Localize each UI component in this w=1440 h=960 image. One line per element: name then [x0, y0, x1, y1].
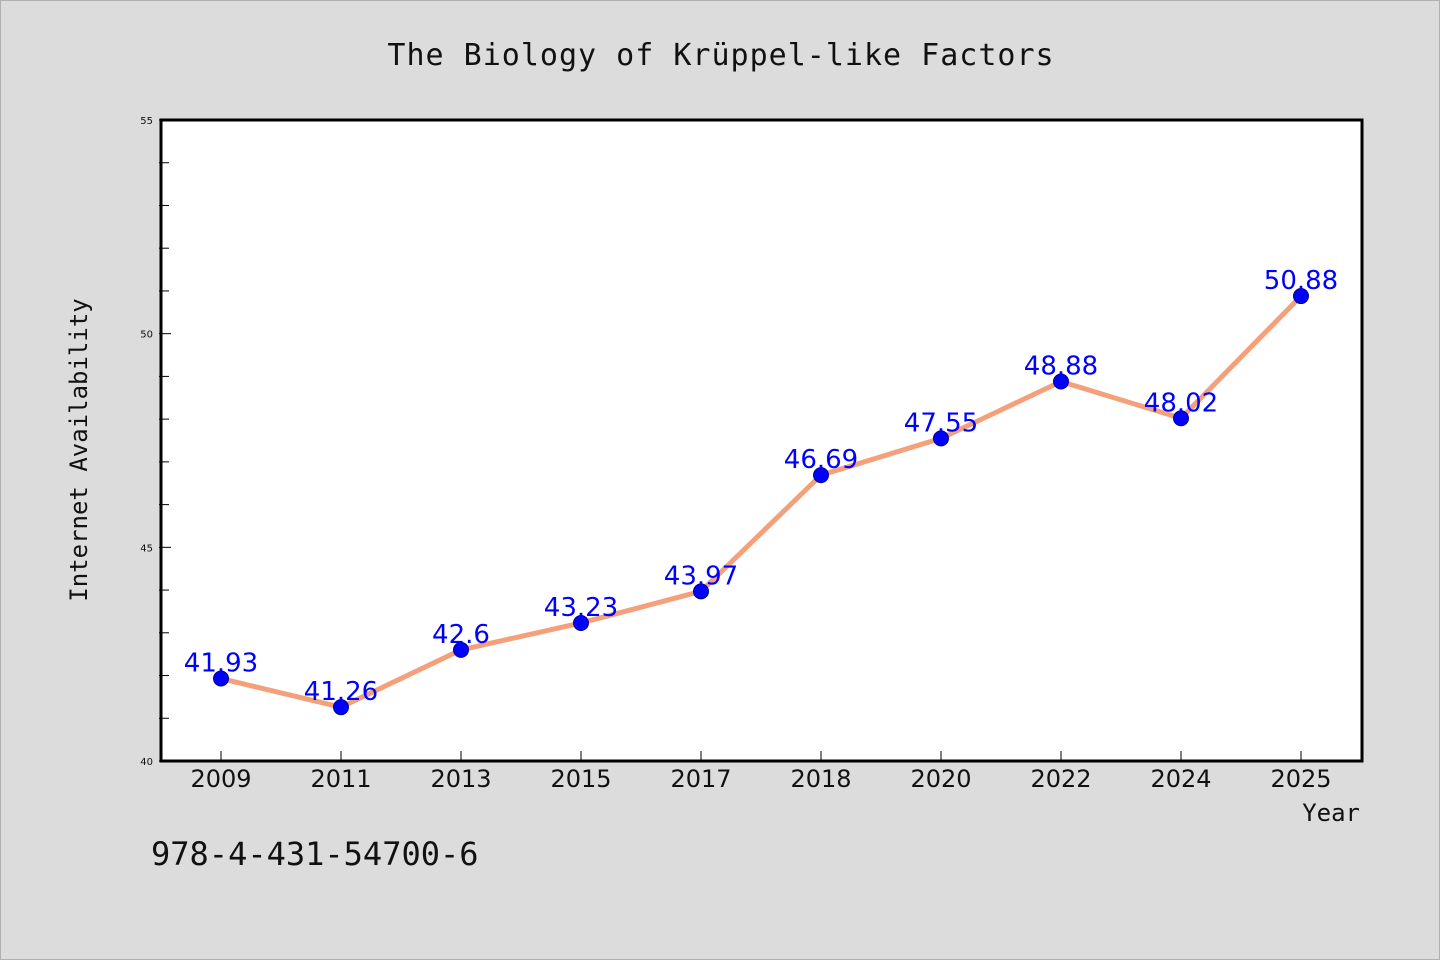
y-axis: 40 45 50 55	[140, 116, 171, 768]
x-tick-label: 2015	[550, 765, 611, 793]
x-tick-label: 2018	[790, 765, 851, 793]
data-label: 43.97	[664, 561, 738, 591]
data-label: 41.93	[184, 649, 258, 679]
data-point	[693, 583, 709, 600]
series-line	[218, 293, 1304, 710]
data-point	[1053, 373, 1069, 390]
data-label: 42.6	[432, 620, 490, 650]
data-point	[1293, 288, 1309, 305]
data-label: 48.88	[1024, 352, 1098, 382]
data-points	[213, 288, 1309, 716]
x-axis: 2009 2011 2013 2015 2017 2018 2020 2022 2024 2025	[190, 751, 1332, 793]
x-tick-label: 2020	[910, 765, 971, 793]
plot-area	[159, 118, 1364, 763]
data-label: 43.23	[544, 593, 618, 623]
y-tick-label: 55	[140, 116, 153, 127]
data-point	[1173, 410, 1189, 427]
data-labels: 41.93 41.26 42.6 43.23 43.97 46.69 47.55 48.88 4…	[184, 266, 1338, 707]
y-tick-label: 50	[140, 330, 153, 341]
data-label: 46.69	[784, 445, 858, 475]
y-tick-label: 40	[140, 757, 153, 768]
data-point	[933, 430, 949, 447]
y-tick-label: 45	[140, 543, 153, 554]
data-point	[333, 699, 349, 716]
data-label: 48.02	[1144, 388, 1218, 418]
chart-title: The Biology of Krüppel-like Factors	[387, 38, 1054, 73]
data-label: 41.26	[304, 677, 378, 707]
data-point	[573, 614, 589, 631]
data-point	[813, 467, 829, 484]
y-axis-title: Internet Availability	[65, 298, 93, 601]
data-label: 50.88	[1264, 266, 1338, 296]
x-axis-title: Year	[1302, 799, 1360, 827]
x-tick-label: 2025	[1270, 765, 1331, 793]
x-tick-label: 2009	[190, 765, 251, 793]
x-tick-label: 2022	[1030, 765, 1091, 793]
data-label: 47.55	[904, 408, 978, 438]
footer-isbn: 978-4-431-54700-6	[151, 835, 479, 873]
x-tick-label: 2017	[670, 765, 731, 793]
x-tick-label: 2024	[1150, 765, 1211, 793]
x-tick-label: 2011	[310, 765, 371, 793]
x-tick-label: 2013	[430, 765, 491, 793]
data-point	[453, 641, 469, 658]
data-point	[213, 670, 229, 687]
